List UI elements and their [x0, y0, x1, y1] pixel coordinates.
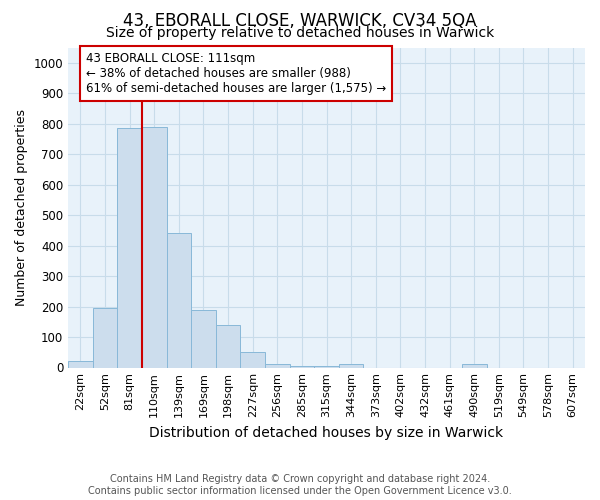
Bar — [241, 352, 265, 368]
Bar — [290, 366, 314, 368]
Text: 43 EBORALL CLOSE: 111sqm
← 38% of detached houses are smaller (988)
61% of semi-: 43 EBORALL CLOSE: 111sqm ← 38% of detach… — [86, 52, 386, 96]
Bar — [117, 128, 142, 368]
Bar — [68, 362, 92, 368]
Bar — [167, 234, 191, 368]
Bar — [339, 364, 364, 368]
Y-axis label: Number of detached properties: Number of detached properties — [15, 109, 28, 306]
Text: Size of property relative to detached houses in Warwick: Size of property relative to detached ho… — [106, 26, 494, 40]
Text: Contains HM Land Registry data © Crown copyright and database right 2024.
Contai: Contains HM Land Registry data © Crown c… — [88, 474, 512, 496]
Bar — [265, 364, 290, 368]
Text: 43, EBORALL CLOSE, WARWICK, CV34 5QA: 43, EBORALL CLOSE, WARWICK, CV34 5QA — [123, 12, 477, 30]
Bar — [191, 310, 216, 368]
X-axis label: Distribution of detached houses by size in Warwick: Distribution of detached houses by size … — [149, 426, 503, 440]
Bar — [462, 364, 487, 368]
Bar — [142, 126, 167, 368]
Bar — [314, 366, 339, 368]
Bar — [216, 325, 241, 368]
Bar — [92, 308, 117, 368]
